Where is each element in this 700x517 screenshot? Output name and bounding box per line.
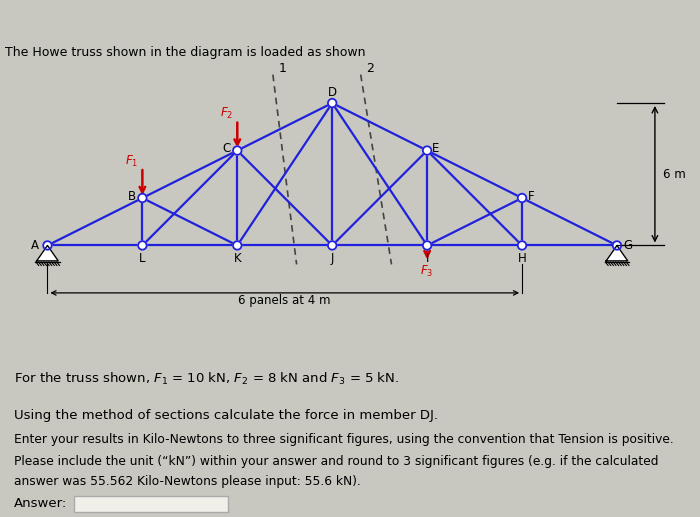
Text: $F_2$: $F_2$ <box>220 107 233 121</box>
Text: answer was 55.562 Kilo-Newtons please input: 55.6 kN).: answer was 55.562 Kilo-Newtons please in… <box>14 475 361 488</box>
Text: H: H <box>518 252 526 265</box>
Text: B: B <box>127 190 136 203</box>
Text: 2: 2 <box>366 62 374 75</box>
Circle shape <box>43 241 52 250</box>
Text: The Howe truss shown in the diagram is loaded as shown: The Howe truss shown in the diagram is l… <box>5 46 365 59</box>
Text: Enter your results in Kilo-Newtons to three significant figures, using the conve: Enter your results in Kilo-Newtons to th… <box>14 433 673 446</box>
Circle shape <box>233 241 242 250</box>
Circle shape <box>423 146 431 155</box>
Text: $F_3$: $F_3$ <box>421 264 434 279</box>
Text: Please include the unit (“kN”) within your answer and round to 3 significant fig: Please include the unit (“kN”) within yo… <box>14 455 659 468</box>
Text: 6 panels at 4 m: 6 panels at 4 m <box>239 294 331 307</box>
Circle shape <box>138 241 146 250</box>
Text: 1: 1 <box>279 62 286 75</box>
Text: A: A <box>30 239 38 252</box>
Text: F: F <box>528 190 534 203</box>
Circle shape <box>518 241 526 250</box>
Text: 6 m: 6 m <box>663 168 686 181</box>
Circle shape <box>138 194 146 202</box>
Circle shape <box>233 146 242 155</box>
Text: D: D <box>328 86 337 99</box>
Text: L: L <box>139 252 146 265</box>
FancyBboxPatch shape <box>74 496 228 512</box>
Circle shape <box>328 99 337 108</box>
Text: G: G <box>623 239 632 252</box>
Circle shape <box>423 241 431 250</box>
Text: For the truss shown, $F_1$ = 10 kN, $F_2$ = 8 kN and $F_3$ = 5 kN.: For the truss shown, $F_1$ = 10 kN, $F_2… <box>14 371 399 387</box>
Text: J: J <box>330 252 334 265</box>
Text: I: I <box>426 252 429 265</box>
Circle shape <box>328 241 337 250</box>
Text: E: E <box>432 142 439 155</box>
Polygon shape <box>606 246 628 261</box>
Text: $F_1$: $F_1$ <box>125 154 139 169</box>
Text: Using the method of sections calculate the force in member DJ.: Using the method of sections calculate t… <box>14 409 438 422</box>
Polygon shape <box>36 246 58 261</box>
Circle shape <box>612 241 621 250</box>
Text: Answer:: Answer: <box>14 496 67 510</box>
Circle shape <box>518 194 526 202</box>
Text: C: C <box>223 142 231 155</box>
Text: K: K <box>234 252 241 265</box>
